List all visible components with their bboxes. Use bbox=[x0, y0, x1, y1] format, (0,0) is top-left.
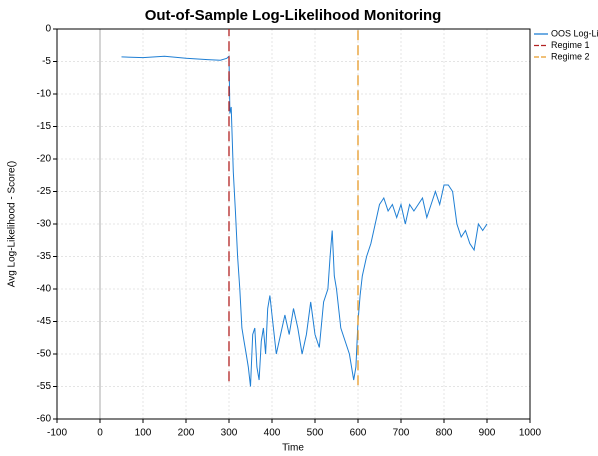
y-tick-label: -35 bbox=[37, 251, 52, 262]
x-axis-label: Time bbox=[282, 443, 304, 454]
x-tick-label: 100 bbox=[135, 428, 152, 439]
y-tick-label: -10 bbox=[37, 89, 52, 100]
x-tick-label: 900 bbox=[479, 428, 496, 439]
y-tick-label: -25 bbox=[37, 186, 52, 197]
legend-label: OOS Log-Li bbox=[551, 28, 598, 38]
x-tick-label: 0 bbox=[97, 428, 103, 439]
y-tick-label: -55 bbox=[37, 381, 52, 392]
x-tick-label: 300 bbox=[221, 428, 238, 439]
y-axis-label: Avg Log-Likelihood - Score() bbox=[7, 161, 18, 288]
chart-title: Out-of-Sample Log-Likelihood Monitoring bbox=[145, 7, 442, 24]
plot-frame bbox=[56, 28, 531, 420]
y-tick-label: -15 bbox=[37, 121, 52, 132]
x-tick-label: 700 bbox=[393, 428, 410, 439]
x-tick-label: 400 bbox=[264, 428, 281, 439]
y-tick-label: 0 bbox=[45, 24, 51, 35]
y-tick-label: -50 bbox=[37, 349, 52, 360]
x-tick-label: 800 bbox=[436, 428, 453, 439]
y-tick-label: -45 bbox=[37, 316, 52, 327]
y-tick-label: -5 bbox=[42, 56, 51, 67]
y-tick-label: -20 bbox=[37, 154, 52, 165]
x-tick-label: -100 bbox=[47, 428, 67, 439]
series-line bbox=[121, 55, 488, 387]
y-tick-label: -40 bbox=[37, 284, 52, 295]
x-tick-label: 500 bbox=[307, 428, 324, 439]
x-tick-label: 1000 bbox=[519, 428, 542, 439]
y-tick-label: -30 bbox=[37, 219, 52, 230]
x-tick-label: 600 bbox=[350, 428, 367, 439]
legend-label: Regime 2 bbox=[551, 51, 590, 61]
legend-label: Regime 1 bbox=[551, 40, 590, 50]
y-tick-label: -60 bbox=[37, 414, 52, 425]
x-tick-label: 200 bbox=[178, 428, 195, 439]
